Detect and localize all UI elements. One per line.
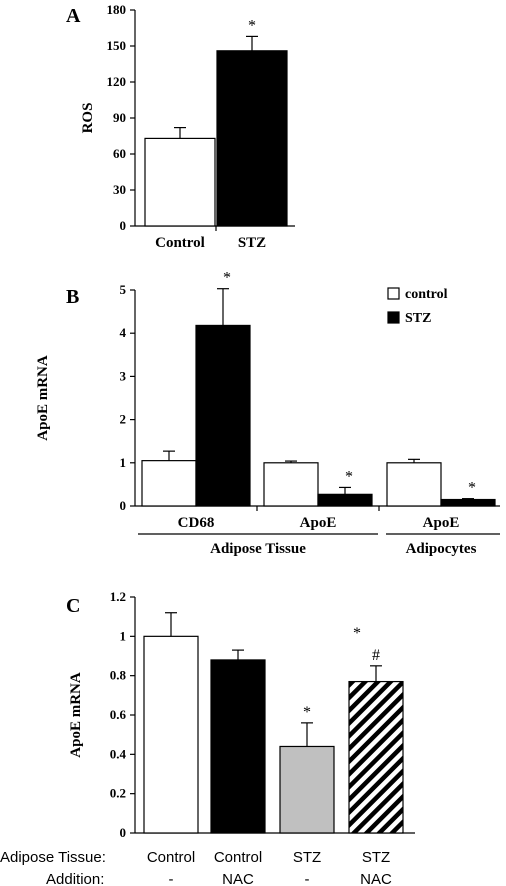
c-x-tick-label-tissue: Control (214, 849, 262, 866)
b-legend-swatch (387, 287, 400, 300)
c-row-label-tissue: Adipose Tissue: (0, 849, 106, 866)
a-y-tick-label: 60 (113, 146, 126, 161)
c-x-tick-label-addition: NAC (222, 871, 254, 886)
a-y-tick-label: 90 (113, 110, 126, 125)
c-bar (210, 659, 266, 834)
a-significance-label: * (248, 17, 256, 34)
c-bar (143, 635, 199, 834)
panel-label-a: A (66, 5, 81, 27)
c-x-tick-label-addition: - (305, 871, 310, 886)
b-bar-stz (317, 493, 373, 507)
b-bar-control (141, 460, 197, 507)
chart-a: 0 30 60 90 120 150 180 ROS Control * STZ (80, 2, 295, 251)
c-y-tick-label: 1.2 (110, 589, 126, 604)
b-x-tick-label: CD68 (178, 515, 215, 531)
chart-b: 0 1 2 3 4 5 ApoE mRNA * * * CD68 ApoE ApoE Adipose Ti… (35, 270, 500, 557)
c-y-tick-label: 0.4 (110, 746, 127, 761)
a-y-tick-label: 150 (107, 38, 127, 53)
b-significance-label: * (223, 270, 231, 287)
b-y-tick-label: 3 (120, 368, 127, 383)
c-row-label-addition: Addition: (46, 871, 104, 886)
b-bar-stz (195, 324, 251, 507)
c-bar (279, 745, 335, 834)
c-x-tick-label-tissue: Control (147, 849, 195, 866)
b-legend-label: control (405, 287, 448, 302)
b-y-tick-label: 5 (120, 282, 127, 297)
c-y-tick-label: 0.2 (110, 786, 126, 801)
c-y-tick-label: 0.8 (110, 668, 127, 683)
b-significance-label: * (468, 480, 476, 497)
a-bar (216, 50, 288, 227)
c-y-tick-label: 1 (120, 628, 127, 643)
b-legend-label: STZ (405, 311, 431, 326)
a-x-tick-label: Control (155, 235, 205, 251)
b-bar-stz (440, 498, 496, 507)
c-bar (348, 680, 404, 834)
b-x-tick-label: ApoE (300, 515, 337, 531)
chart-c: 0 0.2 0.4 0.6 0.8 1 1.2 ApoE mRNA Control - Contro… (0, 589, 415, 886)
b-group-label: Adipocytes (406, 541, 477, 557)
b-y-tick-label: 2 (120, 412, 127, 427)
c-significance-label: # (372, 647, 380, 664)
c-x-tick-label-tissue: STZ (293, 849, 321, 866)
c-significance-label: * (303, 704, 311, 721)
a-bar (144, 137, 216, 227)
c-x-tick-label-addition: - (169, 871, 174, 886)
c-x-tick-label-addition: NAC (360, 871, 392, 886)
b-bar-control (386, 462, 442, 507)
a-y-tick-label: 180 (107, 2, 127, 17)
c-x-tick-label-tissue: STZ (362, 849, 390, 866)
b-group-label: Adipose Tissue (210, 541, 306, 557)
c-floating-significance-label: * (353, 625, 361, 642)
a-y-tick-label: 0 (120, 218, 127, 233)
b-y-tick-label: 1 (120, 455, 127, 470)
b-x-tick-label: ApoE (423, 515, 460, 531)
a-y-tick-label: 120 (107, 74, 127, 89)
a-x-tick-label: STZ (238, 235, 266, 251)
a-y-tick-label: 30 (113, 182, 126, 197)
panel-label-c: C (66, 595, 80, 617)
c-y-tick-label: 0.6 (110, 707, 127, 722)
c-y-label: ApoE mRNA (68, 672, 84, 758)
b-y-label: ApoE mRNA (35, 355, 51, 441)
b-legend-swatch (387, 311, 400, 324)
panel-label-b: B (66, 286, 79, 308)
b-y-tick-label: 4 (120, 325, 127, 340)
b-bar-control (263, 462, 319, 507)
b-y-tick-label: 0 (120, 498, 127, 513)
b-significance-label: * (345, 468, 353, 485)
a-y-label: ROS (80, 103, 96, 134)
c-y-tick-label: 0 (120, 825, 127, 840)
